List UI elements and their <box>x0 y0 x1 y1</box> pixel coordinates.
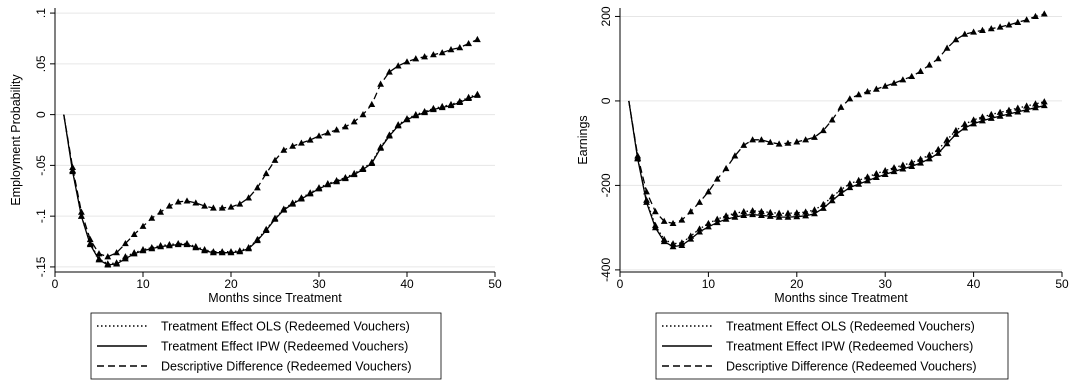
data-point <box>934 55 942 62</box>
chart-panel-1: 0 10 20 30 40 50 -.15 -.1 -.05 0 .05 .1 Months since… <box>9 8 502 380</box>
data-point <box>183 197 191 204</box>
y-tick-label: -.05 <box>34 155 48 176</box>
data-point <box>298 195 305 202</box>
data-point <box>456 44 464 51</box>
data-point <box>412 55 420 62</box>
legend-label: Descriptive Difference (Redeemed Voucher… <box>161 360 412 374</box>
y-tick-label: 0 <box>599 97 613 104</box>
data-point <box>846 95 854 102</box>
y-tick-label: .1 <box>34 8 48 18</box>
data-point <box>368 159 376 166</box>
x-tick-label: 40 <box>400 277 414 291</box>
x-axis-label: Months since Treatment <box>774 291 908 305</box>
data-point <box>95 250 103 257</box>
x-axis-label: Months since Treatment <box>208 291 342 305</box>
x-tick-label: 40 <box>967 277 981 291</box>
data-point <box>324 129 332 136</box>
data-point <box>78 208 85 215</box>
y-axis-label: Employment Probability <box>9 74 23 206</box>
y-tick-label: -.1 <box>34 209 48 223</box>
x-tick-label: 30 <box>312 277 326 291</box>
y-tick-label: .05 <box>34 55 48 72</box>
legend-box <box>90 312 442 380</box>
data-point <box>315 132 323 139</box>
x-tick-label: 10 <box>702 277 716 291</box>
y-axis-label: Earnings <box>576 115 590 164</box>
y-tick-label: -400 <box>599 258 613 282</box>
data-point <box>1040 10 1048 17</box>
data-point <box>634 152 642 159</box>
data-point <box>368 100 376 108</box>
data-point <box>855 90 863 98</box>
data-point <box>148 214 156 221</box>
data-point <box>970 28 977 35</box>
data-point <box>465 39 472 47</box>
legend-label: Treatment Effect OLS (Redeemed Vouchers) <box>161 320 410 334</box>
legend-label: Descriptive Difference (Redeemed Voucher… <box>726 360 977 374</box>
y-tick-label: 0 <box>34 111 48 118</box>
data-point <box>359 165 367 173</box>
data-point <box>377 80 384 87</box>
data-point <box>236 200 244 207</box>
y-tick-label: 200 <box>599 6 613 26</box>
chart-panel-2: 0 10 20 30 40 50 -400 -200 0 200 Months since Trea… <box>576 6 1069 380</box>
data-point <box>403 58 411 65</box>
data-point <box>696 198 703 205</box>
data-point <box>1023 16 1031 23</box>
data-point <box>1014 18 1022 25</box>
data-point <box>262 169 270 177</box>
data-point <box>333 126 340 133</box>
data-point <box>651 207 659 215</box>
x-tick-label: 20 <box>790 277 804 291</box>
data-point <box>474 91 481 98</box>
x-tick-label: 50 <box>488 277 502 291</box>
data-point <box>740 141 748 148</box>
legend: Treatment Effect OLS (Redeemed Vouchers)… <box>90 312 442 380</box>
x-tick-label: 0 <box>617 277 624 291</box>
x-tick-label: 30 <box>879 277 893 291</box>
data-point <box>917 67 924 74</box>
legend-label: Treatment Effect IPW (Redeemed Vouchers) <box>161 340 408 354</box>
data-point <box>113 260 120 267</box>
data-point <box>979 26 986 33</box>
data-point <box>386 68 393 75</box>
legend-label: Treatment Effect IPW (Redeemed Vouchers) <box>726 340 973 354</box>
data-point <box>758 136 765 143</box>
data-point <box>394 122 402 129</box>
data-point <box>157 208 164 215</box>
legend-box <box>655 312 1009 380</box>
x-tick-label: 0 <box>52 277 59 291</box>
data-point <box>69 163 76 171</box>
data-point <box>908 72 916 80</box>
x-tick-label: 10 <box>136 277 150 291</box>
data-point <box>899 76 907 83</box>
data-point <box>687 207 695 215</box>
series-line-dashed <box>63 38 478 258</box>
data-point <box>952 36 960 43</box>
series-line-solid <box>63 94 478 266</box>
data-point <box>926 61 933 68</box>
series-line-dotted <box>63 93 478 265</box>
x-tick-label: 50 <box>1055 277 1069 291</box>
y-tick-label: -.15 <box>34 256 48 277</box>
series-line-dotted <box>628 100 1045 245</box>
data-point <box>811 133 818 140</box>
data-point <box>342 123 349 130</box>
data-point <box>474 35 481 43</box>
legend-label: Treatment Effect OLS (Redeemed Vouchers) <box>726 320 975 334</box>
x-tick-label: 20 <box>224 277 238 291</box>
data-point <box>722 164 730 172</box>
legend: Treatment Effect OLS (Redeemed Vouchers)… <box>655 312 1009 380</box>
data-point <box>837 103 845 110</box>
data-point <box>95 256 103 263</box>
y-tick-label: -200 <box>599 173 613 197</box>
